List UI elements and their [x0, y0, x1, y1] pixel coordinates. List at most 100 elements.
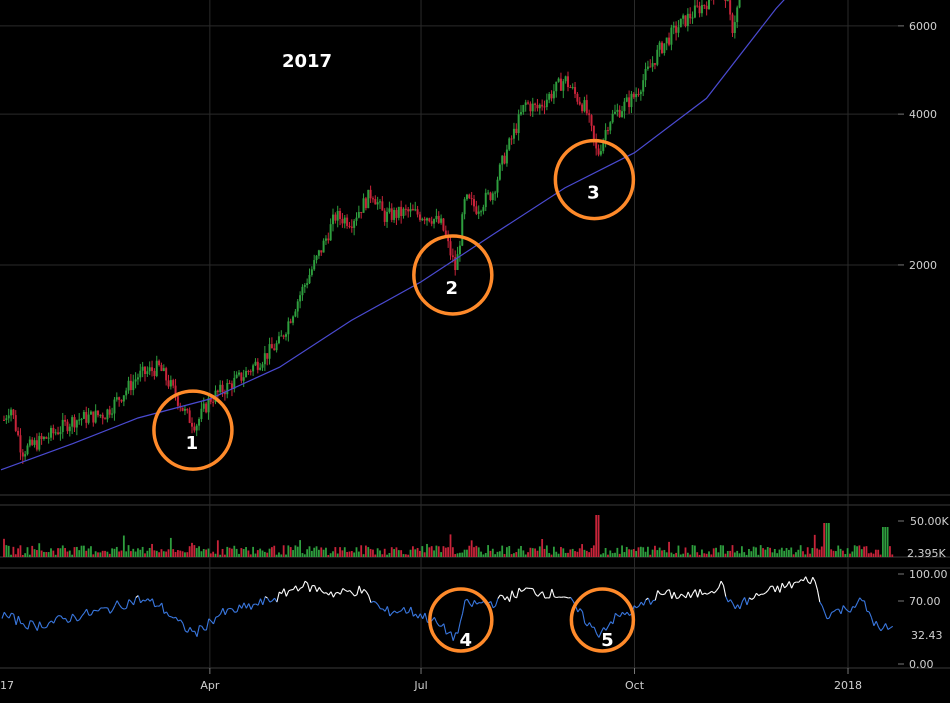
rsi-segment	[460, 613, 462, 622]
volume-bar	[779, 550, 781, 557]
rsi-segment	[763, 593, 765, 595]
candle-body	[236, 375, 238, 378]
volume-bar	[687, 553, 689, 557]
rsi-segment	[18, 616, 20, 624]
volume-bar	[513, 553, 515, 557]
volume-bar	[130, 551, 132, 557]
volume-bar	[62, 545, 64, 557]
rsi-segment	[695, 590, 697, 598]
volume-bar	[83, 546, 85, 557]
volume-bar	[419, 551, 421, 557]
candle-body	[118, 397, 120, 400]
candle-body	[78, 420, 80, 421]
annotation-label: 2	[446, 278, 459, 299]
rsi-segment	[883, 623, 885, 627]
rsi-segment	[138, 596, 140, 603]
volume-bar	[607, 555, 609, 557]
volume-tick-label: 50.00K	[910, 515, 949, 528]
rsi-segment	[112, 606, 114, 611]
volume-bar	[358, 552, 360, 557]
rsi-segment	[120, 605, 122, 608]
candle-body	[294, 311, 296, 316]
volume-bar	[363, 554, 365, 557]
volume-bar	[546, 545, 548, 557]
candle-body	[628, 97, 630, 107]
volume-bar	[614, 553, 616, 557]
candle-body	[459, 246, 461, 255]
candle-body	[299, 295, 301, 301]
rsi-segment	[714, 591, 716, 593]
candle-body	[156, 361, 158, 376]
volume-bar	[154, 550, 156, 557]
rsi-segment	[251, 604, 253, 609]
candle-body	[254, 362, 256, 366]
candle-body	[269, 344, 271, 359]
candle-body	[104, 418, 106, 419]
candle-body	[31, 440, 33, 445]
candle-body	[464, 199, 466, 214]
volume-bar	[602, 553, 604, 557]
rsi-segment	[49, 621, 51, 623]
volume-bar	[346, 552, 348, 557]
volume-bar	[581, 544, 583, 557]
volume-bar	[473, 547, 475, 557]
candle-body	[504, 156, 506, 164]
volume-bar	[720, 545, 722, 557]
volume-bar	[384, 549, 386, 557]
rsi-segment	[162, 603, 164, 614]
rsi-segment	[80, 616, 82, 620]
volume-bar	[475, 546, 477, 557]
volume-bar	[786, 548, 788, 557]
volume-bar	[172, 549, 174, 557]
volume-bar	[412, 546, 414, 557]
volume-bar	[191, 543, 193, 557]
candle-body	[341, 219, 343, 223]
volume-bar	[600, 554, 602, 557]
candle-body	[562, 81, 564, 91]
candle-body	[146, 371, 148, 374]
rsi-segment	[42, 628, 44, 629]
volume-bar	[706, 554, 708, 557]
rsi-segment	[395, 611, 397, 613]
rsi-segment	[491, 602, 493, 608]
candle-body	[466, 195, 468, 200]
volume-bar	[790, 547, 792, 557]
candle-body	[139, 371, 141, 378]
volume-bar	[111, 548, 113, 557]
candle-body	[522, 105, 524, 112]
volume-bar	[440, 552, 442, 557]
rsi-segment	[40, 622, 42, 628]
volume-bar	[337, 554, 339, 557]
rsi-segment	[359, 586, 361, 593]
candle-body	[83, 412, 85, 419]
volume-bar	[819, 550, 821, 557]
candle-body	[729, 0, 731, 14]
rsi-segment	[481, 601, 483, 603]
rsi-segment	[418, 614, 420, 618]
volume-bar	[372, 550, 374, 557]
rsi-segment	[789, 581, 791, 588]
rsi-segment	[512, 591, 514, 597]
candle-body	[34, 440, 36, 445]
volume-bar	[626, 547, 628, 557]
rsi-segment	[319, 587, 321, 591]
candle-body	[410, 209, 412, 211]
candle-body	[640, 92, 642, 94]
volume-bar	[109, 554, 111, 557]
candle-body	[701, 5, 703, 13]
volume-bar	[840, 549, 842, 557]
rsi-segment	[477, 603, 479, 605]
rsi-segment	[348, 591, 350, 592]
candle-body	[226, 383, 228, 394]
volume-bar	[156, 551, 158, 557]
volume-bar	[515, 552, 517, 557]
volume-bar	[193, 545, 195, 557]
candle-body	[137, 377, 139, 379]
candle-body	[243, 377, 245, 381]
rsi-segment	[343, 588, 345, 590]
rsi-segment	[639, 602, 641, 606]
volume-bar	[339, 547, 341, 557]
volume-bar	[135, 552, 137, 557]
